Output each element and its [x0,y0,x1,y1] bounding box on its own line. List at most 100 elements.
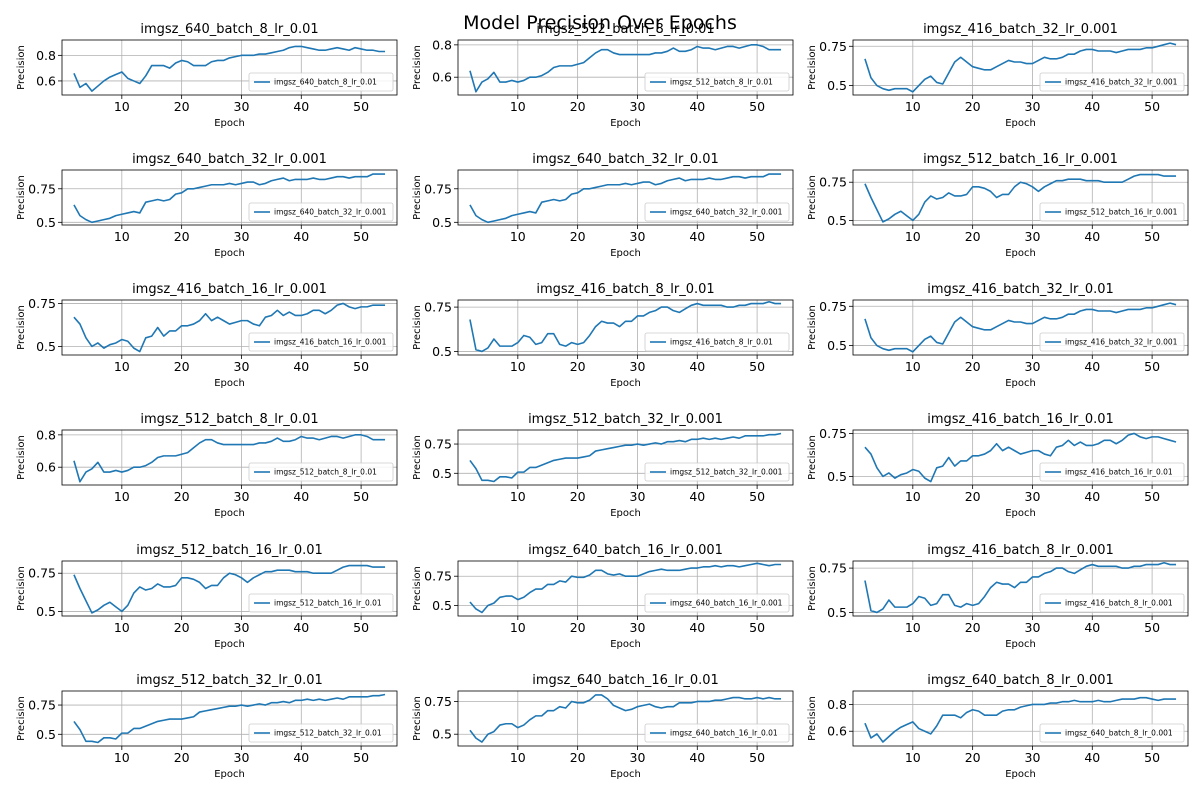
y-tick-label: 0.75 [819,175,847,190]
x-tick-label: 20 [570,229,586,244]
x-tick-label: 40 [689,620,705,635]
series-line [469,173,782,224]
x-tick-label: 30 [630,620,646,635]
subplot-1: 10 20 30 40 50 0.6 0.8 imgsz_640_batch_8_lr_0.0… [16,22,398,129]
series-line [469,694,782,743]
y-axis-label: Precision [16,305,27,350]
x-tick-label: 50 [1144,489,1160,504]
subplot-title: imgsz_640_batch_16_lr_0.01 [532,673,719,688]
legend: imgsz_416_batch_8_lr_0.001 [1039,593,1185,613]
x-axis-label: Epoch [214,118,245,129]
axes-frame [61,429,398,486]
axes-frame [457,169,794,226]
subplot-title: imgsz_416_batch_8_lr_0.01 [536,282,714,297]
legend: imgsz_640_batch_8_lr_0.001 [1039,723,1185,743]
x-axis-label: Epoch [214,639,245,650]
x-tick-label: 10 [510,359,526,374]
x-tick-label: 30 [1025,99,1041,114]
x-tick-label: 50 [1144,99,1160,114]
x-tick-label: 40 [293,620,309,635]
x-tick-label: 40 [1084,99,1100,114]
subplot-title: imgsz_512_batch_32_lr_0.001 [528,412,723,427]
x-tick-label: 30 [234,750,250,765]
series-line [864,432,1177,483]
x-tick-label: 30 [630,489,646,504]
x-tick-label: 50 [353,359,369,374]
y-tick-label: 0.5 [827,213,847,228]
x-axis-label: Epoch [214,378,245,389]
x-tick-label: 20 [174,489,190,504]
y-tick-label: 0.75 [424,300,452,315]
x-tick-label: 40 [689,229,705,244]
subplot-8: 10 20 30 40 50 0.5 0.75 imgsz_416_batch_8_lr_0.… [412,282,794,389]
x-tick-label: 50 [749,750,765,765]
series-line [469,44,782,93]
subplot-12: 10 20 30 40 50 0.5 0.75 imgsz_416_batch_16_lr_0… [807,412,1189,519]
subplot-title: imgsz_416_batch_32_lr_0.001 [923,22,1118,37]
legend: imgsz_512_batch_32_lr_0.01 [248,723,394,743]
y-axis-label: Precision [807,45,818,90]
series-line [864,42,1177,93]
x-tick-label: 30 [234,359,250,374]
y-tick-label: 0.5 [36,604,56,619]
legend-box [644,462,790,482]
y-axis-label: Precision [807,175,818,220]
x-tick-label: 40 [1084,750,1100,765]
x-tick-label: 40 [1084,620,1100,635]
subplot-title: imgsz_640_batch_32_lr_0.01 [532,152,719,167]
subplot-3: 10 20 30 40 50 0.5 0.75 imgsz_416_batch_32_lr_0… [807,22,1189,129]
x-tick-label: 50 [1144,750,1160,765]
x-tick-label: 30 [630,750,646,765]
y-axis-label: Precision [807,696,818,741]
legend-box [644,72,790,92]
legend: imgsz_512_batch_32_lr_0.001 [644,462,790,482]
x-tick-label: 20 [570,750,586,765]
x-tick-label: 50 [353,620,369,635]
x-tick-label: 40 [293,229,309,244]
subplot-7: 10 20 30 40 50 0.5 0.75 imgsz_416_batch_16_lr_0… [16,282,398,389]
x-tick-label: 30 [1025,229,1041,244]
legend: imgsz_640_batch_32_lr_0.001 [248,202,394,222]
x-tick-label: 40 [293,99,309,114]
axes-frame [457,39,794,96]
x-axis-label: Epoch [1005,769,1036,780]
x-tick-label: 10 [510,229,526,244]
x-tick-label: 30 [630,359,646,374]
subplot-title: imgsz_416_batch_16_lr_0.01 [927,412,1114,427]
y-axis-label: Precision [807,435,818,480]
y-tick-label: 0.5 [432,598,452,613]
y-tick-label: 0.5 [432,727,452,742]
subplot-title: imgsz_416_batch_8_lr_0.001 [927,543,1114,558]
series-line [73,564,386,614]
y-tick-label: 0.5 [36,215,56,230]
subplot-title: imgsz_416_batch_16_lr_0.001 [132,282,327,297]
y-tick-label: 0.75 [819,299,847,314]
x-tick-label: 30 [1025,359,1041,374]
legend-box [1039,72,1185,92]
series-line [73,302,386,353]
x-tick-label: 20 [174,750,190,765]
legend: imgsz_416_batch_32_lr_0.001 [1039,72,1185,92]
series-line [469,562,782,614]
series-line [73,45,386,92]
legend-box [1039,202,1185,222]
x-tick-label: 50 [749,489,765,504]
legend-label: imgsz_640_batch_16_lr_0.001 [670,599,783,608]
y-tick-label: 0.6 [36,460,56,475]
x-tick-label: 40 [1084,359,1100,374]
x-tick-label: 10 [114,750,130,765]
axes-frame [61,39,398,96]
subplot-16: 10 20 30 40 50 0.5 0.75 imgsz_512_batch_32_lr_0… [16,673,398,780]
legend-label: imgsz_512_batch_8_lr_0.01 [274,468,377,477]
x-tick-label: 20 [965,359,981,374]
subplot-title: imgsz_640_batch_32_lr_0.001 [132,152,327,167]
x-tick-label: 50 [1144,620,1160,635]
y-tick-label: 0.75 [28,566,56,581]
subplot-4: 10 20 30 40 50 0.5 0.75 imgsz_640_batch_32_lr_0… [16,152,398,259]
x-tick-label: 10 [510,750,526,765]
x-tick-label: 50 [749,620,765,635]
series-line [864,302,1177,353]
legend-label: imgsz_512_batch_32_lr_0.01 [274,729,382,738]
legend-label: imgsz_416_batch_8_lr_0.001 [1065,599,1173,608]
